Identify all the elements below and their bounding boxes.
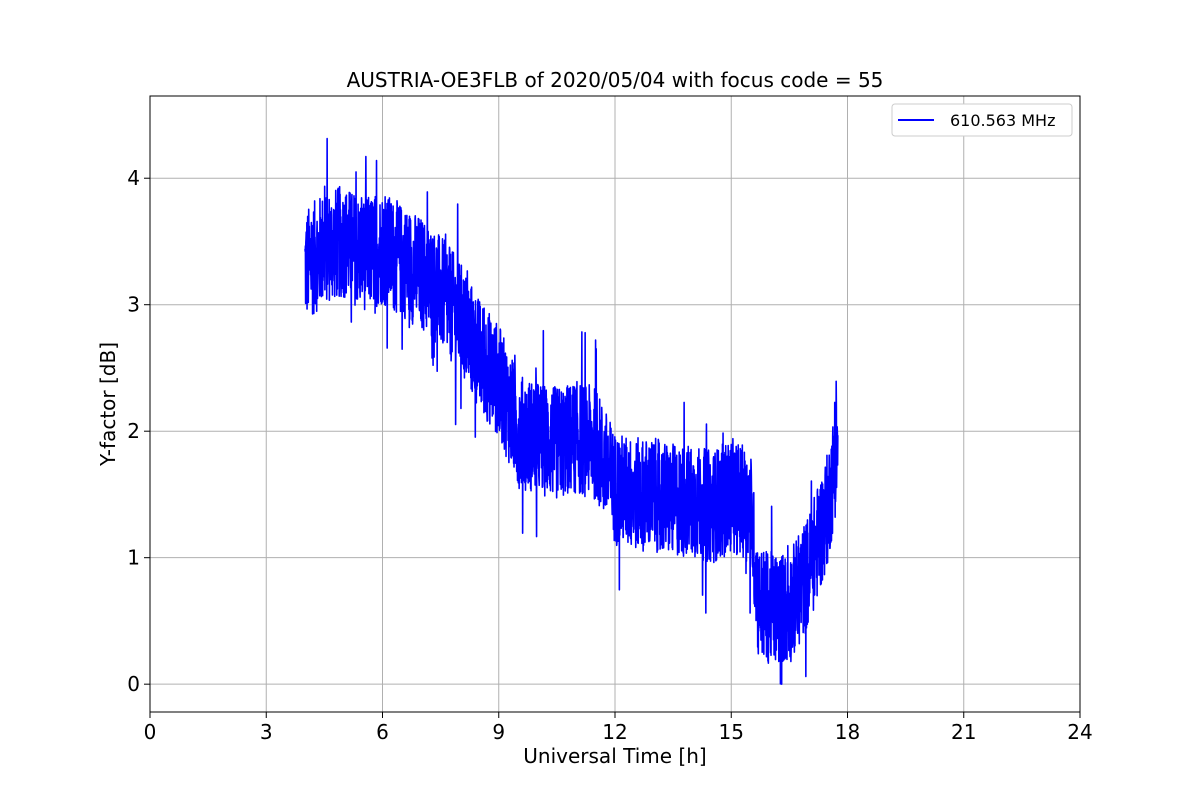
- x-tick-label: 6: [376, 720, 389, 744]
- y-axis-label: Y-factor [dB]: [96, 342, 120, 467]
- x-tick-label: 9: [492, 720, 505, 744]
- legend: 610.563 MHz: [891, 103, 1073, 137]
- y-tick-label: 1: [127, 546, 140, 570]
- x-tick-label: 24: [1067, 720, 1092, 744]
- y-tick-label: 4: [127, 166, 140, 190]
- x-tick-label: 3: [260, 720, 273, 744]
- x-axis-label: Universal Time [h]: [523, 744, 706, 768]
- series-line: [304, 137, 839, 685]
- legend-box: [891, 103, 1073, 137]
- x-tick-label: 0: [144, 720, 157, 744]
- x-tick-label: 18: [835, 720, 860, 744]
- legend-entry: 610.563 MHz: [950, 111, 1055, 130]
- chart-title: AUSTRIA-OE3FLB of 2020/05/04 with focus …: [347, 68, 884, 92]
- x-tick-label: 15: [719, 720, 744, 744]
- y-tick-label: 3: [127, 293, 140, 317]
- x-tick-label: 12: [602, 720, 627, 744]
- plot-area: [304, 137, 839, 685]
- y-tick-label: 0: [127, 672, 140, 696]
- x-tick-label: 21: [951, 720, 976, 744]
- y-tick-label: 2: [127, 419, 140, 443]
